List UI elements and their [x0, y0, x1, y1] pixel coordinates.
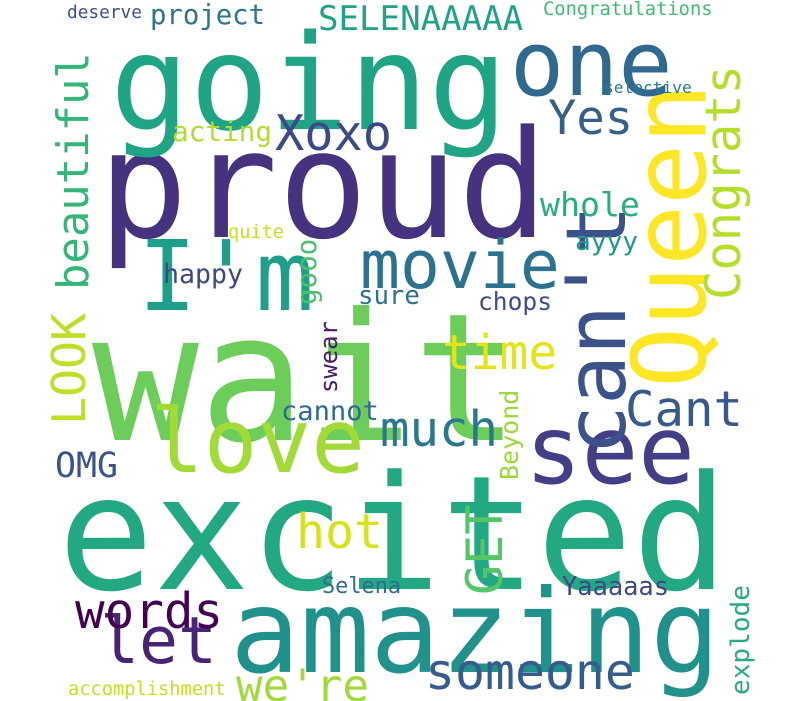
word-ayyy: ayyy — [575, 227, 639, 257]
word-cant: Cant — [625, 381, 744, 438]
word-one: one — [510, 12, 673, 117]
word-much: much — [380, 401, 499, 458]
word-xoxo: Xoxo — [275, 106, 393, 162]
word-going: going — [110, 7, 508, 161]
word-explode: explode — [726, 585, 756, 695]
word-swear: swear — [315, 321, 343, 393]
word-deserve: deserve — [67, 2, 142, 23]
word-quite: quite — [228, 222, 284, 243]
word-someone: someone — [425, 643, 635, 701]
word-im: I'm — [138, 219, 315, 333]
word-congrats: Congrats — [695, 64, 752, 300]
word-were: we're — [236, 661, 370, 701]
word-look: LOOK — [42, 313, 96, 425]
word-acting: acting — [172, 115, 273, 148]
word-omg: OMG — [55, 446, 119, 486]
word-accomplishment: accomplishment — [68, 679, 226, 700]
word-see: see — [525, 397, 695, 506]
word-selena: Selena — [322, 574, 402, 599]
word-gooo: gooo — [291, 238, 323, 305]
word-words: words — [75, 582, 224, 640]
word-cannot: cannot — [281, 396, 379, 427]
word-love: love — [150, 390, 366, 494]
word-movie: movie — [360, 226, 560, 304]
word-yes: Yes — [548, 91, 634, 146]
word-amazing: amazing — [230, 565, 721, 700]
word-whole: whole — [540, 185, 640, 224]
word-get: GET — [456, 504, 514, 595]
word-beyond: Beyond — [495, 389, 524, 480]
word-excited: excited — [58, 442, 729, 627]
word-happy: happy — [163, 259, 244, 290]
word-selenaaaaa: SELENAAAAA — [318, 0, 524, 39]
word-let: let — [100, 604, 218, 679]
word-beautiful: beautiful — [48, 52, 99, 290]
word-time: time — [442, 326, 558, 381]
word-proud: proud — [98, 99, 549, 273]
word-sure: sure — [358, 281, 420, 311]
word-project: project — [150, 0, 266, 31]
word-chops: chops — [478, 287, 553, 316]
word-selective: selective — [604, 78, 692, 97]
word-yaaaaas: Yaaaaas — [562, 571, 670, 601]
word-congratulations: Congratulations — [543, 0, 713, 20]
word-hot: hot — [296, 504, 384, 560]
word-wait: wait — [92, 275, 520, 482]
